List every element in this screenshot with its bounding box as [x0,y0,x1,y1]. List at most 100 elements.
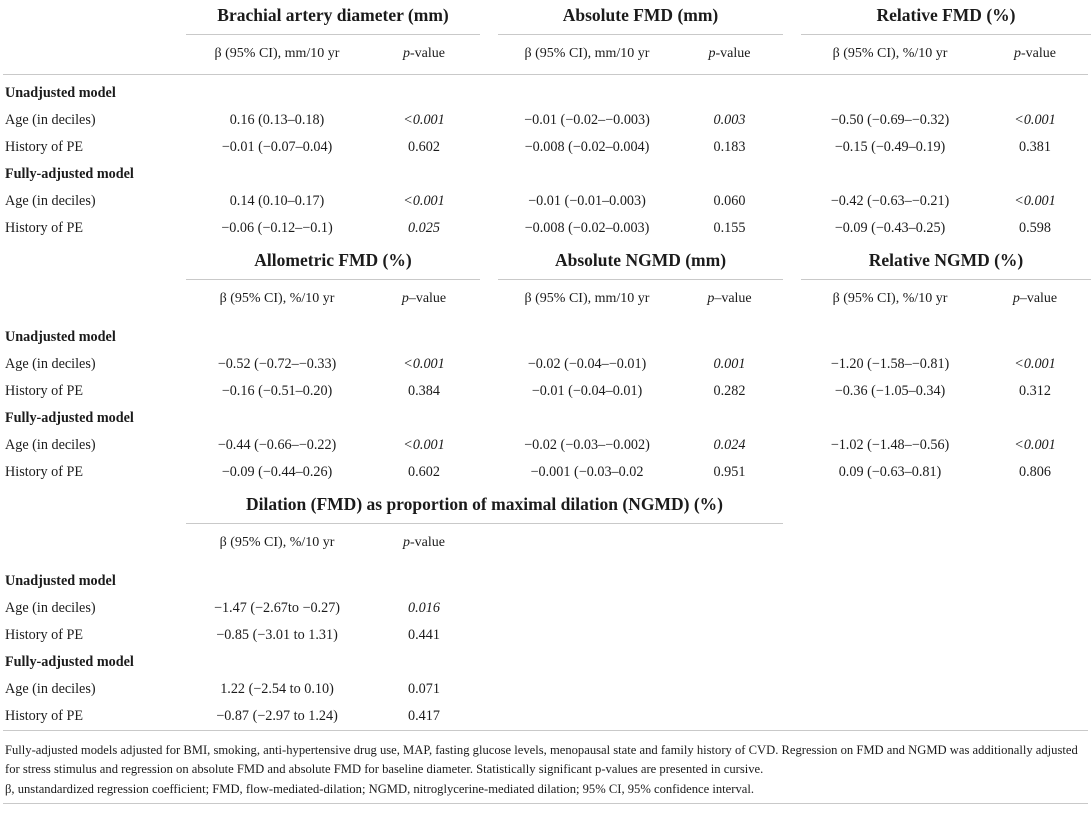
table-row: Fully-adjusted model [3,405,1088,432]
table-row: Unadjusted model [3,568,1088,595]
p-value: 0.417 [408,707,440,724]
p-value: 0.060 [713,192,746,209]
p-value: 0.602 [408,138,440,155]
p-value: 0.598 [1019,219,1051,236]
p-suffix: -value [715,45,751,61]
group-title-absolute-fmd: Absolute FMD (mm) [498,5,783,35]
p-symbol: p [403,45,410,61]
column-header-row: β (95% CI), mm/10 yr p -value β (95% CI),… [3,35,1088,75]
row-label: History of PE [5,463,84,480]
p-value: 0.282 [713,382,746,399]
footnote-abbreviations: β, unstandardized regression coefficient… [5,782,754,797]
p-value: 0.183 [713,138,746,155]
model-row-label: Unadjusted model [5,328,116,345]
table-row: History of PE −0.16 (−0.51–0.20) 0.384 −… [3,378,1088,405]
beta-value: −0.09 (−0.44–0.26) [221,463,333,480]
p-value: 0.441 [408,626,440,643]
table-row: History of PE −0.01 (−0.07–0.04) 0.602 −… [3,134,1088,161]
p-column-header: p-value [368,524,480,563]
group-title-dilation-proportion: Dilation (FMD) as proportion of maximal … [186,494,783,524]
table-row: Age (in deciles) −0.52 (−0.72–−0.33) <0.… [3,351,1088,378]
p-column-header: p–value [676,280,783,319]
group-title-row: Brachial artery diameter (mm) Absolute F… [3,5,1091,35]
beta-value: −0.50 (−0.69–−0.32) [830,111,950,128]
p-value: 0.312 [1019,382,1051,399]
table-row: Unadjusted model [3,80,1088,107]
beta-value: −0.001 (−0.03–0.02 [530,463,644,480]
p-value: <0.001 [403,436,445,453]
beta-value: −0.15 (−0.49–0.19) [834,138,946,155]
column-header-row: β (95% CI), %/10 yr p-value [3,524,1088,563]
p-value: 0.001 [713,355,746,372]
beta-value: −0.16 (−0.51–0.20) [221,382,333,399]
table-section-2: Allometric FMD (%) Absolute NGMD (mm) Re… [3,250,1091,486]
row-label: Age (in deciles) [5,599,96,616]
p-symbol: p [403,534,410,550]
section-body: Unadjusted model Age (in deciles) −1.47 … [3,563,1088,730]
p-value: 0.016 [408,599,440,616]
p-value: 0.155 [713,219,746,236]
beta-column-header: β (95% CI), %/10 yr [832,45,948,61]
beta-column-header: β (95% CI), %/10 yr [219,290,335,306]
p-value: 0.071 [408,680,440,697]
section-body: Unadjusted model Age (in deciles) −0.52 … [3,319,1088,486]
table-row: Fully-adjusted model [3,161,1088,188]
group-title-relative-fmd: Relative FMD (%) [801,5,1091,35]
section-body: Unadjusted model Age (in deciles) 0.16 (… [3,75,1088,242]
table-section-1: Brachial artery diameter (mm) Absolute F… [3,5,1091,242]
beta-value: −0.52 (−0.72–−0.33) [217,355,337,372]
row-label: Age (in deciles) [5,192,96,209]
row-label: History of PE [5,626,84,643]
model-row-label: Fully-adjusted model [5,165,134,182]
p-value: <0.001 [1014,111,1056,128]
p-value: 0.381 [1019,138,1051,155]
beta-value: −0.06 (−0.12–−0.1) [221,219,333,236]
beta-value: −0.01 (−0.01–0.003) [528,192,646,209]
beta-value: −0.01 (−0.04–0.01) [531,382,643,399]
footnote-adjustments: Fully-adjusted models adjusted for BMI, … [5,742,1078,776]
p-suffix: –value [714,290,752,306]
row-label: Age (in deciles) [5,111,96,128]
p-value: <0.001 [403,355,445,372]
table-row: Age (in deciles) −1.47 (−2.67to −0.27) 0… [3,595,1088,622]
table-row: Age (in deciles) 0.16 (0.13–0.18) <0.001… [3,107,1088,134]
table-section-3: Dilation (FMD) as proportion of maximal … [3,494,1088,730]
beta-value: 0.09 (−0.63–0.81) [838,463,942,480]
group-title-allometric-fmd: Allometric FMD (%) [186,250,480,280]
beta-column-header: β (95% CI), mm/10 yr [214,45,340,61]
p-value: <0.001 [1014,355,1056,372]
beta-value: −0.09 (−0.43–0.25) [834,219,946,236]
row-label: Age (in deciles) [5,355,96,372]
beta-value: −1.02 (−1.48–−0.56) [830,436,950,453]
model-row-label: Fully-adjusted model [5,653,134,670]
row-label: History of PE [5,219,84,236]
beta-value: −0.87 (−2.97 to 1.24) [216,707,338,724]
p-symbol: p [707,290,715,306]
p-symbol: p [1012,290,1020,306]
beta-value: −1.20 (−1.58–−0.81) [830,355,950,372]
table-row: History of PE −0.87 (−2.97 to 1.24) 0.41… [3,703,1088,730]
model-row-label: Fully-adjusted model [5,409,134,426]
group-title-brachial-diameter: Brachial artery diameter (mm) [186,5,480,35]
p-value: 0.951 [713,463,746,480]
p-column-header: p–value [368,280,480,319]
table-row: Fully-adjusted model [3,649,1088,676]
row-label: History of PE [5,138,84,155]
p-value: 0.384 [408,382,440,399]
table-row: History of PE −0.85 (−3.01 to 1.31) 0.44… [3,622,1088,649]
p-value: 0.806 [1019,463,1051,480]
beta-value: −0.02 (−0.04–−0.01) [527,355,647,372]
beta-value: −0.36 (−1.05–0.34) [834,382,946,399]
p-value: <0.001 [1014,436,1056,453]
group-title-absolute-ngmd: Absolute NGMD (mm) [498,250,783,280]
table-row: History of PE −0.09 (−0.44–0.26) 0.602 −… [3,459,1088,486]
beta-value: −0.02 (−0.03–−0.002) [524,436,650,453]
p-value: 0.025 [408,219,440,236]
beta-value: 0.16 (0.13–0.18) [229,111,325,128]
beta-column-header: β (95% CI), mm/10 yr [524,290,650,306]
beta-value: −0.42 (−0.63–−0.21) [830,192,950,209]
table-footnotes: Fully-adjusted models adjusted for BMI, … [3,729,1088,805]
beta-value: 0.14 (0.10–0.17) [229,192,325,209]
beta-value: −0.01 (−0.02–−0.003) [524,111,650,128]
p-value: 0.024 [713,436,746,453]
